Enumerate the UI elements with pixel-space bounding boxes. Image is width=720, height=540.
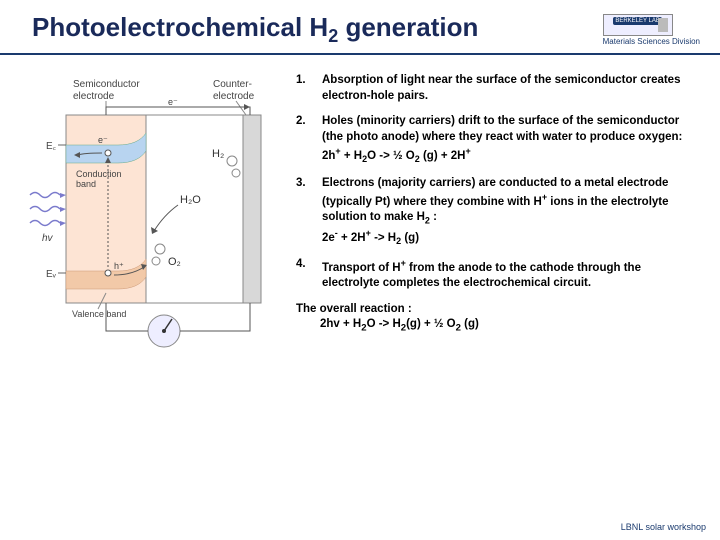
step-text: Electrons (majority carriers) are conduc… bbox=[322, 176, 700, 248]
pec-diagram: Semiconductor electrode Counter- electro… bbox=[28, 73, 278, 353]
step-number: 4. bbox=[296, 257, 322, 292]
svg-text:Eᵥ: Eᵥ bbox=[46, 269, 57, 280]
step-text: Transport of H+ from the anode to the ca… bbox=[322, 257, 700, 292]
step-text: Absorption of light near the surface of … bbox=[322, 73, 700, 104]
label-semi: Semiconductor bbox=[73, 79, 140, 90]
page-title: Photoelectrochemical H2 generation bbox=[32, 12, 478, 47]
svg-text:band: band bbox=[76, 179, 96, 189]
step-number: 3. bbox=[296, 176, 322, 248]
step-4: 4.Transport of H+ from the anode to the … bbox=[296, 257, 700, 292]
steps-list: 1.Absorption of light near the surface o… bbox=[296, 73, 700, 353]
overall-equation: 2hv + H2O -> H2(g) + ½ O2 (g) bbox=[296, 317, 700, 335]
svg-text:H₂O: H₂O bbox=[180, 194, 201, 206]
step-1: 1.Absorption of light near the surface o… bbox=[296, 73, 700, 104]
svg-text:hv: hv bbox=[42, 233, 54, 244]
counter-electrode-region bbox=[243, 115, 261, 303]
step-2: 2.Holes (minority carriers) drift to the… bbox=[296, 114, 700, 165]
svg-text:Conduction: Conduction bbox=[76, 169, 122, 179]
footer-text: LBNL solar workshop bbox=[621, 522, 706, 532]
overall-label: The overall reaction : bbox=[296, 302, 700, 318]
svg-text:e⁻: e⁻ bbox=[168, 97, 178, 107]
svg-text:h⁺: h⁺ bbox=[114, 261, 124, 271]
overall-reaction: The overall reaction : 2hv + H2O -> H2(g… bbox=[296, 302, 700, 336]
photon-arrows bbox=[30, 193, 66, 227]
label-counter: Counter- bbox=[213, 79, 252, 90]
logo-division: Materials Sciences Division bbox=[603, 37, 700, 46]
step-number: 2. bbox=[296, 114, 322, 165]
label-electrode2: electrode bbox=[213, 91, 255, 102]
label-electrode: electrode bbox=[73, 91, 115, 102]
lab-logo: BERKELEY LAB Materials Sciences Division bbox=[603, 14, 700, 46]
step-3: 3.Electrons (majority carriers) are cond… bbox=[296, 176, 700, 248]
step-number: 1. bbox=[296, 73, 322, 104]
logo-lab: BERKELEY LAB bbox=[613, 17, 662, 25]
svg-text:O₂: O₂ bbox=[168, 256, 181, 268]
svg-text:E꜀: E꜀ bbox=[46, 141, 57, 152]
svg-text:H₂: H₂ bbox=[212, 148, 224, 160]
svg-text:Valence band: Valence band bbox=[72, 309, 126, 319]
step-text: Holes (minority carriers) drift to the s… bbox=[322, 114, 700, 165]
svg-text:e⁻: e⁻ bbox=[98, 135, 108, 145]
